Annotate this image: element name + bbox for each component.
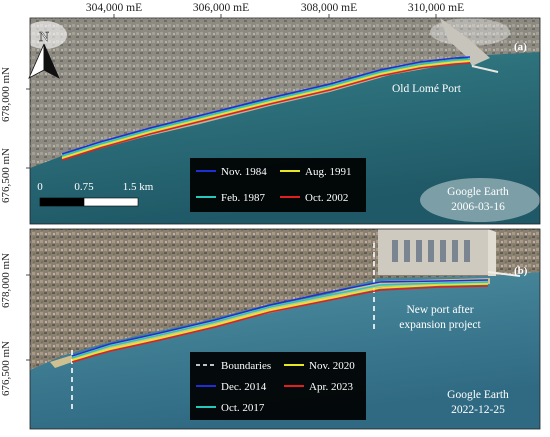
scale-label-mid: 0.75 [74, 181, 94, 193]
north-arrow-label: N [39, 30, 49, 45]
panel-b-place-label-line1: New port after [406, 304, 473, 316]
legend-b-label-4: Oct. 2017 [221, 402, 265, 414]
legend-b-label-3: Apr. 2023 [309, 381, 354, 393]
panel-a-date: 2006-03-16 [451, 201, 505, 213]
legend-b-box [190, 352, 366, 420]
shoreline-aug-1991 [61, 60, 471, 159]
new-port-breakwater [487, 271, 521, 277]
panel-a-source: Google Earth [447, 186, 509, 198]
panel-a: N (a) Old Lomé Port Google Earth 2006-03… [23, 17, 541, 225]
new-port-quay [488, 229, 496, 276]
shoreline-apr-2023 [71, 285, 489, 363]
easting-tick-310000: 310,000 mE [407, 2, 465, 14]
old-port-structure [440, 18, 490, 66]
panel-b-source: Google Earth [447, 389, 509, 401]
scale-segment-white [83, 197, 139, 207]
panel-a-place-label: Old Lomé Port [392, 83, 462, 95]
northing-tick-b-678000: 678,000 mN [0, 253, 12, 308]
legend-a-label-0: Nov. 1984 [221, 166, 267, 178]
panel-a-frame [29, 17, 541, 225]
panel-a-cloud [420, 178, 540, 222]
panel-b-date: 2022-12-25 [451, 404, 505, 416]
new-port-cranes [392, 240, 470, 262]
panel-b: (b) New port after expansion project Goo… [29, 228, 541, 430]
shoreline-oct-2017 [71, 281, 489, 359]
scale-label-end: 1.5 km [123, 181, 154, 193]
panel-b-frame [29, 228, 541, 430]
shoreline-nov-1984 [61, 56, 471, 155]
shoreline-dec-2014 [71, 279, 489, 357]
panel-b-tag: (b) [514, 265, 528, 277]
shoreline-feb-1987 [61, 58, 471, 157]
easting-tick-308000: 308,000 mE [300, 2, 358, 14]
shoreline-oct-2002 [61, 62, 471, 161]
easting-tick-304000: 304,000 mE [85, 2, 143, 14]
panel-a-legend: Nov. 1984 Aug. 1991 Feb. 1987 Oct. 2002 [190, 158, 366, 212]
legend-b-label-0: Boundaries [221, 360, 271, 372]
legend-a-box [190, 158, 366, 212]
panel-a-tag: (a) [514, 41, 527, 53]
panel-b-shorelines [71, 279, 489, 363]
scale-label-0: 0 [37, 181, 43, 193]
scale-segment-black [39, 197, 85, 207]
northing-tick-a-676500: 676,500 mN [0, 148, 12, 203]
panel-a-shorelines [61, 56, 471, 161]
legend-b-label-2: Dec. 2014 [221, 381, 267, 393]
northing-tick-b-676500: 676,500 mN [0, 341, 12, 396]
legend-a-label-2: Feb. 1987 [221, 192, 266, 204]
legend-a-label-1: Aug. 1991 [305, 166, 351, 178]
panel-b-legend: Boundaries Nov. 2020 Dec. 2014 Apr. 2023… [190, 352, 366, 420]
panel-a-land [30, 18, 540, 168]
panel-b-place-label-line2: expansion project [399, 319, 481, 331]
panel-a-cloud [23, 21, 67, 49]
easting-tick-306000: 306,000 mE [192, 2, 250, 14]
port-breakwater [471, 65, 499, 73]
shoreline-nov-2020 [71, 283, 489, 361]
scale-bar: 0 0.75 1.5 km [37, 181, 154, 207]
legend-a-label-3: Oct. 2002 [305, 192, 348, 204]
north-arrow-icon [28, 43, 60, 79]
tick-marks [26, 14, 437, 361]
legend-b-label-1: Nov. 2020 [309, 360, 355, 372]
northing-tick-a-678000: 678,000 mN [0, 67, 12, 122]
